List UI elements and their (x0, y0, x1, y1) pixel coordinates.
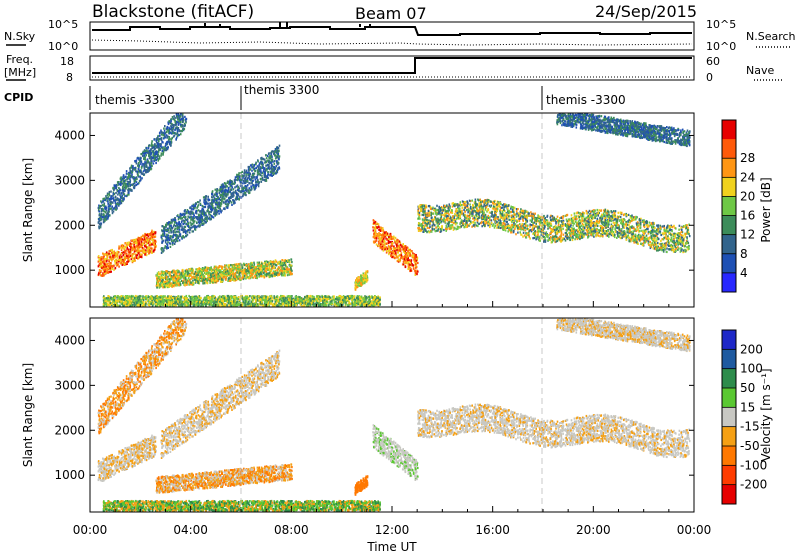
power-colorbar-tick-label-3: 16 (740, 209, 755, 223)
freq-right-tick-bottom: 0 (706, 71, 713, 84)
time-axis-title: Time UT (366, 540, 417, 554)
power-colorbar-tick-label-6: 28 (740, 151, 755, 165)
time-tick-label-4: 16:00 (475, 523, 510, 537)
power-colorbar-tick-label-1: 8 (740, 247, 748, 261)
freq-left-tick-top: 18 (60, 55, 74, 68)
velocity-ytick-label-0: 1000 (54, 468, 85, 482)
freq-left-tick-bottom: 8 (66, 71, 73, 84)
time-tick-label-0: 00:00 (73, 523, 108, 537)
velocity-colorbar-label: Velocity [m s⁻¹] (759, 368, 773, 461)
time-axis-labels: 00:00 04:00 08:00 12:00 16:00 20:00 00:00 (73, 523, 712, 537)
station-title: Blackstone (fitACF) (92, 2, 254, 22)
power-ytick-label-2: 3000 (54, 173, 85, 187)
velocity-panel: 1000 2000 3000 4000 Slant Range [km] (21, 318, 694, 512)
beam-label: Beam 07 (355, 4, 427, 23)
cpid-segment-2: themis 3300 (244, 83, 319, 97)
power-panel: 1000 2000 3000 4000 Slant Range [km] (21, 113, 694, 307)
velocity-colorbar-cell-3 (722, 388, 736, 408)
power-colorbar-cell-0 (722, 120, 736, 140)
velocity-colorbar-tick-label-5: -50 (740, 439, 760, 453)
velocity-ylabel: Slant Range [km] (21, 363, 35, 467)
power-colorbar-label: Power [dB] (759, 177, 773, 242)
time-tick-label-2: 08:00 (274, 523, 309, 537)
velocity-ytick-label-1: 2000 (54, 423, 85, 437)
velocity-ytick-label-3: 4000 (54, 333, 85, 347)
cpid-segment-3: themis -3300 (546, 93, 626, 107)
time-tick-label-6: 00:00 (677, 523, 712, 537)
power-ytick-label-0: 1000 (54, 263, 85, 277)
power-colorbar-cell-2 (722, 158, 736, 178)
power-ytick-label-1: 2000 (54, 218, 85, 232)
power-colorbar-tick-label-2: 12 (740, 228, 755, 242)
power-colorbar-cell-6 (722, 235, 736, 255)
nave-label: Nave (746, 64, 774, 77)
cpid-strip: CPID themis -3300 themis 3300 themis -33… (4, 83, 626, 110)
velocity-colorbar-cell-8 (722, 485, 736, 505)
power-colorbar-cell-3 (722, 177, 736, 197)
cpid-label: CPID (4, 91, 33, 104)
velocity-colorbar-tick-label-7: -200 (740, 478, 767, 492)
velocity-colorbar-cell-5 (722, 427, 736, 447)
velocity-ytick-label-2: 3000 (54, 378, 85, 392)
velocity-colorbar-tick-label-3: 15 (740, 400, 755, 414)
freq-label: Freq. (6, 53, 33, 66)
time-tick-label-5: 20:00 (576, 523, 611, 537)
nsearch-label: N.Search (746, 30, 796, 43)
velocity-colorbar-tick-label-0: 200 (740, 342, 763, 356)
nsky-left-tick-bottom: 10^0 (48, 40, 78, 53)
power-colorbar: 4 8 12 16 20 24 28 (722, 120, 755, 293)
velocity-colorbar-tick-label-2: 50 (740, 381, 755, 395)
power-ylabel: Slant Range [km] (21, 158, 35, 262)
cpid-segment-1: themis -3300 (95, 93, 175, 107)
velocity-colorbar-cell-1 (722, 349, 736, 369)
freq-panel: Freq. [MHz] 18 8 60 0 Nave (4, 53, 782, 84)
power-colorbar-cell-1 (722, 139, 736, 159)
time-tick-label-3: 12:00 (375, 523, 410, 537)
nsearch-trace (92, 40, 692, 45)
power-ytick-label-3: 4000 (54, 128, 85, 142)
velocity-colorbar-cell-7 (722, 465, 736, 485)
freq-trace (92, 58, 692, 73)
power-colorbar-tick-label-4: 20 (740, 189, 755, 203)
velocity-colorbar-cell-0 (722, 330, 736, 350)
power-colorbar-cell-5 (722, 216, 736, 236)
date-label: 24/Sep/2015 (595, 2, 697, 21)
power-colorbar-cell-8 (722, 273, 736, 293)
velocity-colorbar-cell-2 (722, 369, 736, 389)
power-colorbar-cell-4 (722, 196, 736, 216)
nsky-right-tick-top: 10^5 (706, 18, 736, 31)
nsky-left-tick-top: 10^5 (48, 18, 78, 31)
freq-frame (90, 56, 694, 80)
freq-units: [MHz] (4, 66, 36, 79)
freq-right-tick-top: 60 (706, 55, 720, 68)
velocity-colorbar-cell-4 (722, 407, 736, 427)
nsky-panel: N.Sky 10^5 10^0 10^5 10^0 N.Search (4, 18, 796, 53)
velocity-colorbar-tick-label-4: -15 (740, 420, 760, 434)
time-tick-label-1: 04:00 (173, 523, 208, 537)
power-colorbar-tick-label-0: 4 (740, 266, 748, 280)
power-colorbar-cell-7 (722, 254, 736, 274)
power-colorbar-tick-label-5: 24 (740, 170, 755, 184)
nsky-right-tick-bottom: 10^0 (706, 40, 736, 53)
velocity-colorbar-cell-6 (722, 446, 736, 466)
nsky-trace (92, 27, 692, 35)
nsky-label: N.Sky (4, 30, 36, 43)
